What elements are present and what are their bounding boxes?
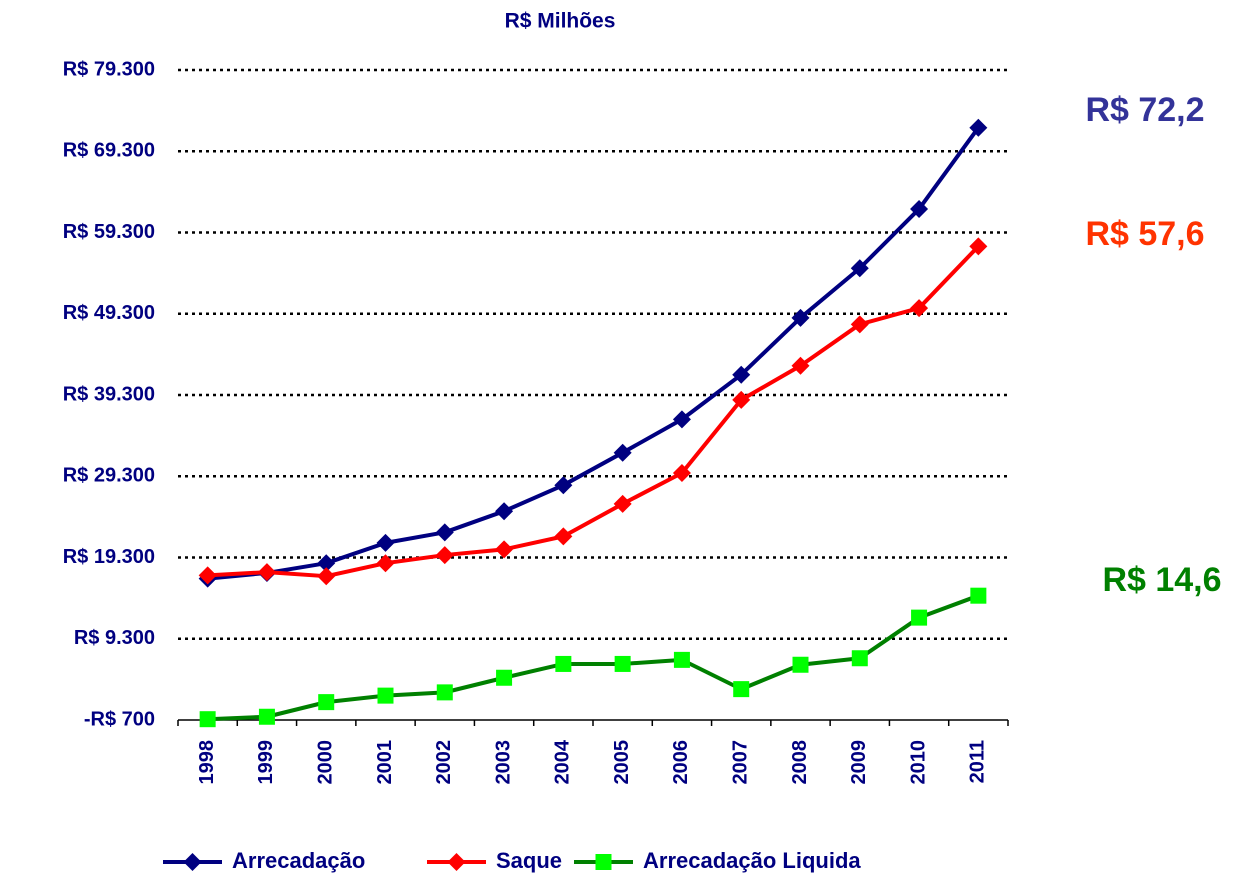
x-tick-label: 1999 — [255, 740, 277, 785]
y-tick-label: R$ 19.300 — [63, 546, 155, 568]
y-tick-label: R$ 39.300 — [63, 383, 155, 405]
marker — [613, 494, 632, 513]
marker — [377, 687, 394, 704]
marker — [435, 523, 454, 542]
marker — [970, 587, 987, 604]
x-tick-label: 2008 — [789, 740, 811, 785]
marker — [910, 199, 929, 218]
marker — [317, 567, 336, 586]
marker — [317, 554, 336, 573]
marker — [791, 356, 810, 375]
legend-marker — [183, 853, 202, 871]
annotation: R$ 57,6 — [1085, 215, 1204, 253]
y-tick-label: R$ 29.300 — [63, 465, 155, 487]
x-tick-label: 2005 — [611, 740, 633, 785]
legend-marker — [595, 854, 612, 870]
x-tick-label: 2002 — [433, 740, 455, 785]
x-tick-label: 2011 — [967, 740, 989, 783]
x-tick-label: 2004 — [552, 739, 574, 784]
marker — [911, 609, 928, 626]
series-line — [207, 593, 980, 722]
marker — [672, 410, 691, 429]
legend-marker — [447, 853, 466, 871]
marker — [554, 527, 573, 546]
marker — [732, 390, 751, 409]
y-tick-label: R$ 49.300 — [63, 302, 155, 324]
marker — [555, 655, 572, 672]
marker — [850, 259, 869, 278]
series-line — [207, 244, 980, 579]
y-tick-label: -R$ 700 — [84, 708, 155, 730]
marker — [910, 299, 929, 318]
marker — [318, 694, 335, 711]
legend-label: Arrecadação Liquida — [643, 848, 861, 873]
legend-label: Arrecadação — [232, 848, 365, 873]
marker — [851, 650, 868, 667]
x-tick-label: 2007 — [729, 740, 751, 785]
x-tick-label: 2003 — [492, 740, 514, 785]
marker — [732, 365, 751, 384]
marker — [436, 684, 453, 701]
marker — [614, 655, 631, 672]
marker — [969, 118, 988, 137]
x-tick-label: 2006 — [670, 740, 692, 785]
y-tick-label: R$ 9.300 — [74, 627, 155, 649]
marker — [672, 464, 691, 482]
series-line — [207, 126, 980, 581]
marker — [969, 237, 988, 256]
marker — [495, 502, 514, 521]
legend-label: Saque — [496, 848, 562, 873]
marker — [257, 563, 276, 582]
y-tick-label: R$ 59.300 — [63, 221, 155, 243]
marker — [613, 443, 632, 462]
x-tick-label: 2001 — [374, 740, 396, 785]
annotation: R$ 72,2 — [1085, 91, 1204, 129]
marker — [673, 651, 690, 668]
chart-title: R$ Milhões — [505, 10, 616, 33]
marker — [554, 476, 573, 495]
marker — [733, 681, 750, 698]
marker — [376, 533, 395, 552]
marker — [199, 711, 216, 728]
x-tick-label: 2000 — [314, 740, 336, 785]
marker — [496, 669, 513, 686]
x-tick-label: 2010 — [907, 740, 929, 785]
x-tick-label: 1998 — [196, 740, 218, 785]
annotation: R$ 14,6 — [1102, 561, 1221, 599]
marker — [495, 540, 514, 559]
marker — [376, 554, 395, 573]
marker — [198, 566, 217, 585]
marker — [791, 308, 810, 327]
marker — [435, 546, 454, 565]
marker — [792, 656, 809, 673]
marker — [258, 708, 275, 725]
y-tick-label: R$ 79.300 — [63, 58, 155, 80]
x-tick-label: 2009 — [848, 740, 870, 785]
marker — [850, 315, 869, 334]
y-tick-label: R$ 69.300 — [63, 140, 155, 162]
